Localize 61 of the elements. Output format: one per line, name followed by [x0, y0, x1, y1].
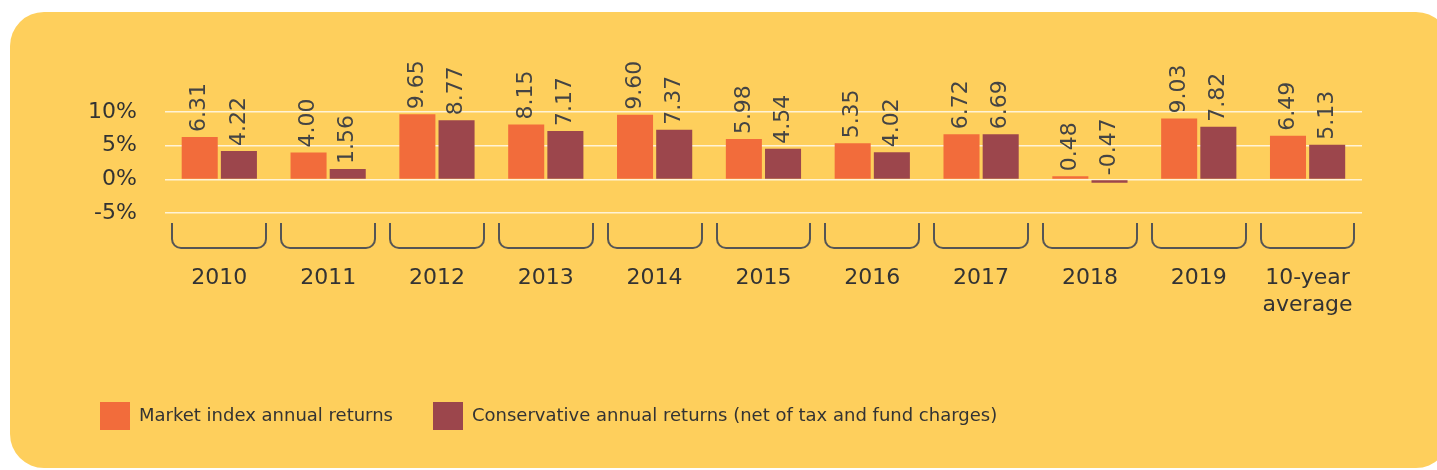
bar: [1161, 118, 1198, 179]
x-tick-label: 2019: [1170, 264, 1227, 290]
x-tick-label: 2014: [626, 264, 683, 290]
data-label: 9.03: [1164, 64, 1190, 114]
bar: [508, 124, 545, 179]
data-label: 7.17: [551, 77, 577, 127]
data-label: 7.37: [659, 75, 685, 125]
x-tick-label: 10-year average: [1262, 264, 1353, 316]
bar: [290, 152, 327, 179]
data-label: 9.65: [403, 60, 429, 110]
data-label: 6.72: [947, 80, 973, 130]
data-label: 1.56: [333, 114, 359, 164]
data-label: 5.35: [838, 89, 864, 139]
bar: [329, 168, 366, 179]
bar: [1309, 144, 1346, 179]
data-label: 7.82: [1204, 72, 1230, 122]
bar: [1200, 126, 1237, 179]
bar: [399, 114, 436, 179]
bar: [943, 134, 980, 179]
x-tick-label: 2010: [191, 264, 248, 290]
bar: [617, 114, 654, 179]
data-label: 4.54: [768, 94, 794, 144]
bar: [181, 136, 218, 179]
x-tick-label: 2013: [517, 264, 574, 290]
data-label: 5.98: [729, 85, 755, 135]
data-label: 6.69: [986, 80, 1012, 130]
x-tick-label: 2012: [408, 264, 465, 290]
bar: [982, 134, 1019, 179]
bar: [1052, 176, 1089, 179]
legend-label: Market index annual returns: [139, 403, 393, 425]
bar: [873, 152, 910, 179]
bar: [725, 139, 762, 179]
y-tick-label: -5%: [94, 198, 137, 224]
data-label: 8.77: [442, 66, 468, 116]
bar: [1091, 180, 1128, 183]
bar: [765, 148, 802, 179]
x-tick-label: 2018: [1061, 264, 1118, 290]
bar: [1269, 135, 1307, 179]
legend-label: Conservative annual returns (net of tax and fund charges): [471, 403, 998, 425]
bar: [438, 120, 475, 179]
data-label: 8.15: [511, 70, 537, 120]
bar: [656, 129, 693, 179]
data-label: 4.00: [294, 98, 320, 148]
data-label: 5.13: [1312, 90, 1338, 140]
data-label: 0.48: [1056, 122, 1082, 172]
data-label: 6.31: [185, 82, 211, 132]
data-label: 6.49: [1273, 81, 1299, 131]
x-tick-label: 2015: [735, 264, 792, 290]
x-tick-label: 2011: [300, 264, 357, 290]
data-label: 9.60: [620, 60, 646, 110]
bar: [834, 143, 871, 179]
bar: [547, 131, 584, 179]
bar: [220, 151, 257, 179]
y-tick-label: 10%: [87, 97, 137, 123]
y-tick-label: 5%: [101, 131, 137, 157]
y-tick-label: 0%: [101, 165, 137, 191]
data-label: -0.47: [1095, 118, 1121, 176]
x-tick-label: 2016: [844, 264, 901, 290]
data-label: 4.22: [224, 97, 250, 146]
x-tick-label: 2017: [953, 264, 1010, 290]
data-label: 4.02: [877, 98, 903, 148]
